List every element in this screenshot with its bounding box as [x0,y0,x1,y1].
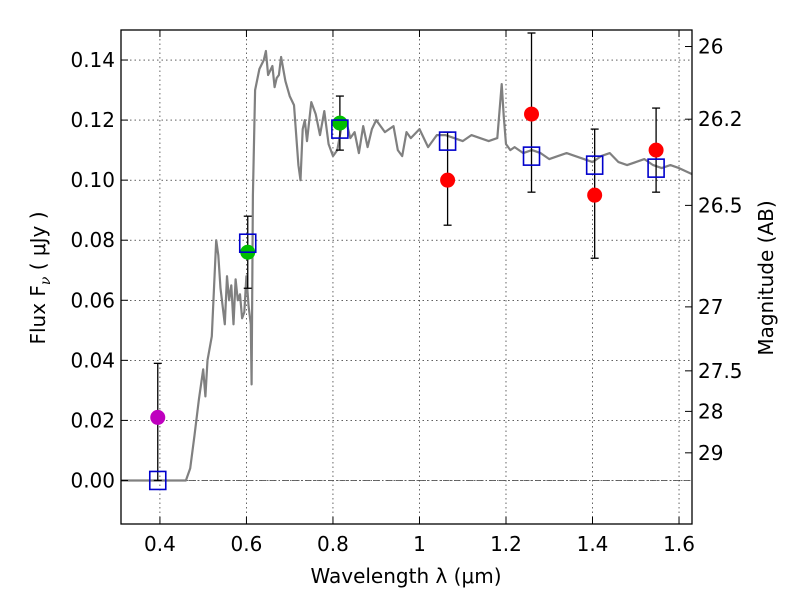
x-tick-label-6: 1.6 [663,532,695,556]
x-tick-label-4: 1.2 [490,532,522,556]
x-axis-title: Wavelength λ (μm) [310,564,501,588]
x-tick-label-2: 0.8 [317,532,349,556]
y-tick-label-1: 0.02 [70,408,115,432]
tick-labels: 0.4 0.6 0.8 1 1.2 1.4 1.6 0.00 0.02 0.04 0.06 0.08 0… [70,35,742,556]
x-tick-label-3: 1 [413,532,426,556]
y-tick-label-6: 0.12 [70,108,115,132]
x-tick-label-0: 0.4 [144,532,176,556]
model-point-2 [331,119,349,139]
data-points [148,106,665,491]
right-axis-title: Magnitude (AB) [754,200,778,355]
y-tick-label-7: 0.14 [70,48,115,72]
template-spectrum [121,49,693,482]
right-tick-label-5: 28 [698,399,723,423]
y-tick-label-3: 0.06 [70,288,115,312]
observed-point-2-3 [648,142,664,158]
observed-point-1-1 [332,115,348,131]
sed-line [121,49,693,482]
right-tick-label-4: 27.5 [698,359,743,383]
plot-frame [120,29,693,525]
observed-point-2-1 [524,106,540,122]
y-axis-title-main: Flux F [26,285,50,344]
right-tick-label-2: 26.5 [698,193,743,217]
model-point-4 [522,146,541,166]
model-point-6 [647,158,665,178]
y-axis-title-subscript: ν [38,276,54,285]
observed-point-2-0 [440,172,456,188]
y-tick-label-4: 0.08 [70,228,115,252]
model-point-0 [148,470,167,491]
model-point-5 [585,155,604,175]
axis-ticks [121,30,692,524]
y-tick-label-2: 0.04 [70,348,115,372]
model-point-3 [438,131,457,151]
observed-point-2-2 [587,187,603,203]
y-tick-label-0: 0.00 [70,468,115,492]
observed-point-0-0 [150,409,166,425]
right-tick-label-6: 29 [698,441,723,465]
right-tick-label-3: 27 [698,295,723,319]
x-tick-label-5: 1.4 [577,532,609,556]
x-tick-label-1: 0.6 [231,532,263,556]
model-point-1 [238,233,257,254]
right-tick-label-1: 26.2 [698,107,743,131]
right-tick-label-0: 26 [698,35,723,59]
y-axis-title-unit: ( μJy ) [26,211,50,276]
y-axis-title: Flux Fν ( μJy ) [26,211,54,344]
y-tick-label-5: 0.10 [70,168,115,192]
